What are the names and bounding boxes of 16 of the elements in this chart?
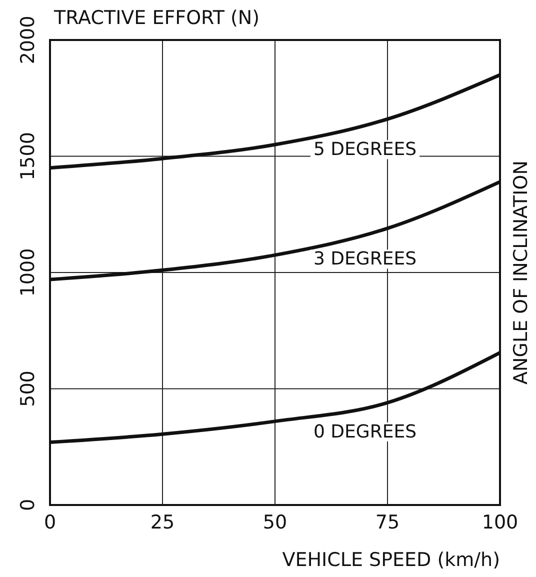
x-tick-label: 25 [150, 511, 175, 534]
y-tick-label: 500 [17, 370, 39, 407]
x-axis-title: VEHICLE SPEED (km/h) [282, 549, 500, 571]
y-tick-label: 1500 [17, 132, 39, 180]
y-tick-label: 1000 [17, 248, 39, 297]
chart-title: TRACTIVE EFFORT (N) [53, 7, 260, 29]
y-tick-label: 0 [17, 498, 39, 512]
series-label: 3 DEGREES [313, 248, 417, 270]
y-tick-label: 2000 [17, 16, 39, 64]
x-tick-label: 0 [44, 511, 56, 534]
x-tick-label: 75 [375, 511, 400, 534]
series-label: 5 DEGREES [313, 139, 417, 160]
x-tick-label: 100 [482, 511, 518, 534]
series-label: 0 DEGREES [313, 421, 417, 442]
y2-axis-title: ANGLE OF INCLINATION [510, 160, 532, 384]
x-tick-label: 50 [262, 511, 288, 534]
